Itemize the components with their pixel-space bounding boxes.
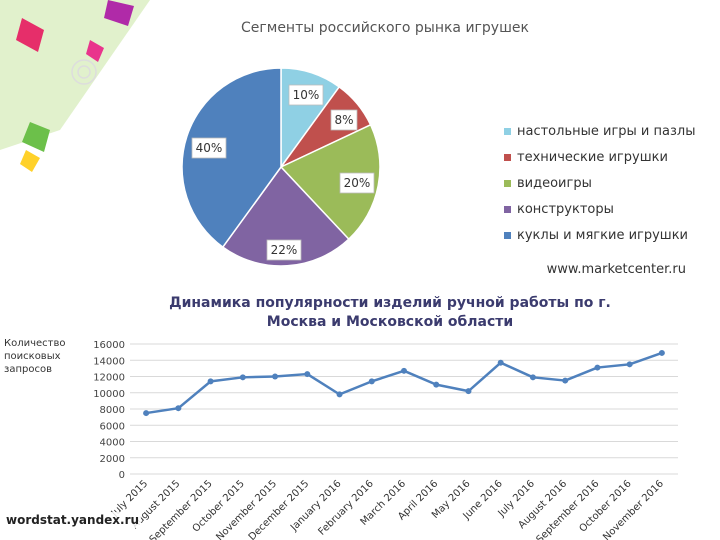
legend-swatch [504, 231, 511, 239]
x-tick-label: December 2015 [247, 478, 312, 540]
legend-swatch [504, 179, 511, 187]
data-point [143, 410, 150, 417]
data-label: 22% [271, 243, 298, 257]
legend-item-board-games: настольные игры и пазлы [504, 118, 695, 144]
data-label: 20% [344, 176, 371, 190]
data-point [207, 378, 214, 385]
legend-item-video-games: видеоигры [504, 170, 695, 196]
pie-source-label: www.marketcenter.ru [546, 262, 686, 277]
y-tick-label: 16000 [93, 340, 125, 351]
x-tick-label: November 2015 [214, 478, 279, 540]
data-label: 40% [196, 141, 223, 155]
y-tick-label: 10000 [93, 389, 125, 400]
series-line [145, 351, 663, 415]
data-point [336, 391, 343, 398]
purple-kite-shape [104, 0, 134, 26]
data-point [594, 364, 601, 371]
data-label: 8% [334, 113, 353, 127]
legend-label: конструкторы [517, 201, 614, 217]
swirl-ornament-inner [77, 65, 91, 79]
legend-label: настольные игры и пазлы [517, 123, 696, 139]
yellow-kite-shape [20, 150, 40, 172]
y-tick-label: 8000 [100, 405, 125, 416]
data-label-box [191, 137, 227, 159]
legend-swatch [504, 153, 511, 161]
legend-label: технические игрушки [517, 149, 668, 165]
pie-slice [279, 123, 381, 241]
y-tick-label: 6000 [100, 421, 125, 432]
data-label-box [288, 84, 324, 106]
data-point [304, 371, 311, 378]
y-tick-label: 2000 [100, 454, 125, 465]
pink-kite-shape [16, 18, 44, 52]
data-label: 10% [293, 88, 320, 102]
y-tick-label: 14000 [93, 356, 125, 367]
swirl-ornament [71, 59, 97, 85]
pie-chart: 10% 8% 20% 22% 40% [181, 67, 381, 267]
legend-label: видеоигры [517, 175, 592, 191]
data-point [175, 405, 182, 412]
legend-item-dolls: куклы и мягкие игрушки [504, 222, 695, 248]
line-chart-y-axis-label: Количество поисковых запросов [4, 338, 66, 375]
pie-slice [181, 67, 282, 249]
x-tick-label: November 2016 [601, 478, 666, 540]
data-point [272, 373, 279, 380]
legend-swatch [504, 205, 511, 213]
data-label-box [330, 109, 358, 131]
line-source-label: wordstat.yandex.ru [4, 512, 142, 528]
data-point [465, 388, 472, 395]
data-point [529, 374, 536, 381]
green-kite-shape [22, 122, 50, 152]
data-point [368, 378, 375, 385]
data-label-box [339, 172, 375, 194]
pie-chart-title: Сегменты российского рынка игрушек [241, 20, 529, 36]
pie-legend: настольные игры и пазлы технические игру… [504, 118, 695, 248]
legend-swatch [504, 127, 511, 135]
pie-slice [221, 165, 350, 267]
y-tick-label: 0 [119, 470, 125, 481]
legend-item-technical-toys: технические игрушки [504, 144, 695, 170]
legend-label: куклы и мягкие игрушки [517, 227, 688, 243]
data-point [497, 359, 504, 366]
data-point [626, 361, 633, 368]
legend-item-constructors: конструкторы [504, 196, 695, 222]
data-point [401, 367, 407, 374]
x-tick-label: February 2016 [317, 478, 376, 537]
data-point [433, 381, 440, 388]
data-point [562, 377, 569, 384]
y-tick-label: 12000 [93, 373, 125, 384]
data-label-box [266, 239, 302, 261]
data-point [239, 374, 246, 381]
data-point [658, 349, 665, 356]
magenta-kite-shape [86, 40, 104, 62]
line-chart-title: Динамика популярности изделий ручной раб… [169, 295, 611, 330]
y-tick-label: 4000 [100, 438, 125, 449]
